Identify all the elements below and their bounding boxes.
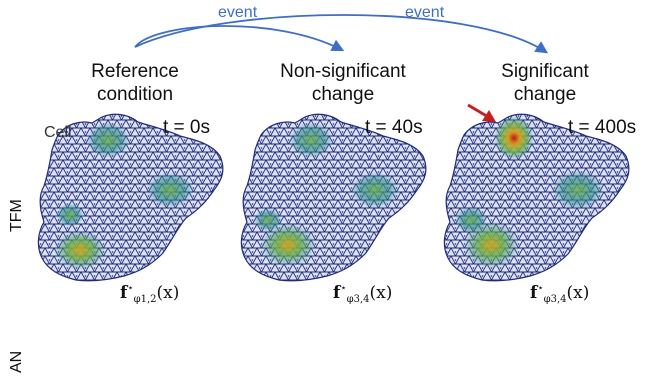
formula-2-base: f bbox=[333, 283, 341, 303]
formula-2-sub: φ3,4 bbox=[346, 294, 370, 305]
formula-2: f⋆φ3,4(x) bbox=[333, 283, 392, 305]
cell-panel-nonsignificant bbox=[240, 113, 427, 282]
formula-2-arg: (x) bbox=[369, 283, 393, 303]
time-label-2: t = 40s bbox=[365, 117, 423, 138]
header-significant: Significant change bbox=[501, 61, 589, 105]
row-label-an: AN bbox=[8, 350, 25, 373]
formula-2-sup: ⋆ bbox=[340, 283, 347, 294]
formula-3: f⋆φ3,4(x) bbox=[530, 283, 589, 305]
formula-3-arg: (x) bbox=[566, 283, 590, 303]
formula-1: f⋆φ1,2(x) bbox=[120, 283, 179, 305]
cell-panel-significant bbox=[443, 113, 630, 282]
formula-1-sub: φ1,2 bbox=[133, 294, 157, 305]
formula-3-sub: φ3,4 bbox=[543, 294, 567, 305]
event-arrow-1 bbox=[134, 25, 345, 52]
event-arrow-2 bbox=[134, 14, 549, 54]
cell-panel-reference bbox=[37, 113, 224, 282]
cell-label: Cell bbox=[44, 124, 72, 141]
row-label-tfm: TFM bbox=[8, 199, 25, 232]
time-label-3: t = 400s bbox=[568, 117, 637, 138]
formula-3-sup: ⋆ bbox=[537, 283, 544, 294]
event-label-2: event bbox=[405, 4, 445, 21]
time-label-1: t = 0s bbox=[163, 117, 210, 138]
header-nonsignificant: Non-significant change bbox=[280, 61, 406, 105]
formula-1-sup: ⋆ bbox=[127, 283, 134, 294]
event-label-1: event bbox=[218, 4, 258, 21]
red-arrow-icon bbox=[467, 103, 496, 122]
formula-1-base: f bbox=[120, 283, 128, 303]
formula-1-arg: (x) bbox=[156, 283, 180, 303]
header-reference: Reference condition bbox=[91, 61, 179, 105]
formula-3-base: f bbox=[530, 283, 538, 303]
